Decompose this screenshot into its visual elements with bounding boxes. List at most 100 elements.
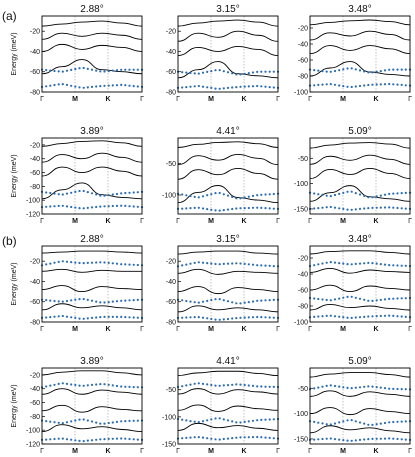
band-dot <box>61 382 64 385</box>
band-dot <box>189 316 192 319</box>
band-dot <box>358 262 362 265</box>
band-dot <box>74 439 77 442</box>
band-dot <box>210 262 213 265</box>
band-dot <box>338 297 341 300</box>
band-dot <box>193 206 196 209</box>
band-dot <box>124 263 127 266</box>
band-dot <box>354 386 357 389</box>
band-dot <box>363 194 366 197</box>
band-dot <box>206 86 209 89</box>
band-dot <box>346 190 349 193</box>
band-line <box>309 185 411 202</box>
x-tick-label: Γ <box>40 448 44 455</box>
band-dot <box>181 71 184 74</box>
band-dot <box>396 68 399 71</box>
band-dot <box>388 68 391 71</box>
band-dot <box>103 194 106 197</box>
band-dot <box>115 384 119 388</box>
band-line <box>41 166 143 177</box>
band-dot <box>95 261 98 264</box>
band-dot <box>325 298 328 302</box>
band-dot <box>189 207 192 210</box>
band-dot <box>197 301 200 304</box>
band-dot <box>251 194 255 197</box>
band-dot <box>74 298 77 301</box>
band-dot <box>338 69 341 72</box>
band-dot <box>264 207 267 210</box>
band-dot <box>338 438 341 441</box>
band-dot <box>272 298 275 301</box>
x-tick-label: K <box>373 448 378 455</box>
band-dot <box>53 261 56 264</box>
band-dot <box>404 207 407 210</box>
band-dot <box>222 70 225 73</box>
band-dot <box>247 72 250 75</box>
band-dot <box>210 86 213 89</box>
band-dot <box>49 384 52 387</box>
band-dot <box>247 263 250 266</box>
band-dot <box>86 317 89 320</box>
band-dot <box>61 437 64 440</box>
band-line <box>177 305 279 313</box>
band-dot <box>95 316 98 319</box>
band-dot <box>231 72 234 75</box>
y-tick-label: -60 <box>30 299 40 306</box>
band-dot <box>206 70 209 73</box>
band-line <box>309 142 411 149</box>
band-dot <box>57 421 60 424</box>
band-line <box>309 167 411 179</box>
subplot-title: 4.41° <box>216 126 239 137</box>
panel-label-b: (b) <box>2 234 17 248</box>
y-tick-label: -50 <box>166 161 176 168</box>
band-dot <box>226 419 230 422</box>
band-dot <box>333 422 337 425</box>
band-dot <box>329 195 332 198</box>
y-tick-label: -50 <box>298 386 308 393</box>
band-dot <box>90 68 94 71</box>
band-dot <box>272 265 275 268</box>
band-dot <box>45 420 48 423</box>
band-dot <box>338 192 341 195</box>
band-dot <box>367 385 370 388</box>
x-tick-label: K <box>105 96 110 103</box>
band-dot <box>61 314 64 318</box>
band-dot <box>329 384 332 387</box>
band-dot <box>256 194 259 197</box>
subplot-1: 3.15°-20-40-60-80Γ M K Γ <box>166 4 280 103</box>
band-dot <box>388 387 391 390</box>
band-line <box>309 284 411 293</box>
band-line <box>41 182 143 200</box>
band-dot <box>181 264 184 267</box>
subplot-title: 3.15° <box>216 234 239 245</box>
band-dot <box>375 70 378 73</box>
band-line <box>41 250 143 254</box>
band-dot <box>342 191 345 194</box>
band-dot <box>350 316 353 319</box>
band-dot <box>379 437 382 440</box>
band-dot <box>400 207 403 210</box>
band-dot <box>210 208 213 211</box>
band-line <box>177 370 279 377</box>
band-dot <box>354 420 357 423</box>
band-dot <box>333 261 337 264</box>
band-dot <box>338 207 341 210</box>
band-dot <box>260 299 263 302</box>
band-dot <box>396 192 399 195</box>
x-tick-label: K <box>241 448 246 455</box>
x-tick-label: Γ <box>176 448 180 455</box>
subplot-title: 3.89° <box>80 126 103 137</box>
band-dot <box>78 317 81 320</box>
y-tick-label: -80 <box>30 320 40 327</box>
band-dot <box>264 418 267 421</box>
band-dot <box>74 206 77 209</box>
band-dot <box>383 206 387 209</box>
band-dot <box>272 86 275 89</box>
band-line <box>309 407 411 416</box>
band-dot <box>383 421 387 425</box>
band-dot <box>329 83 332 86</box>
band-dot <box>53 315 56 318</box>
band-dot <box>317 297 320 301</box>
band-dot <box>136 205 139 208</box>
band-dot <box>371 315 374 318</box>
